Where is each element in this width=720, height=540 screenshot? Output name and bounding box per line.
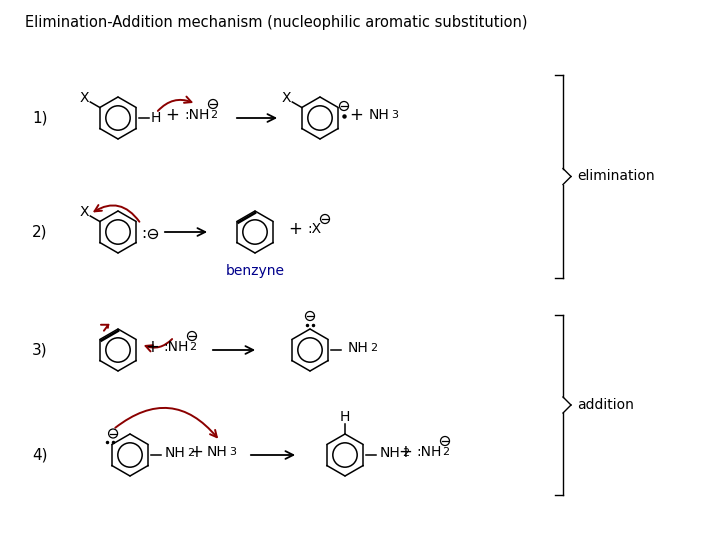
Text: 2: 2 <box>370 343 377 353</box>
Text: addition: addition <box>577 398 634 412</box>
Text: 1): 1) <box>32 111 48 125</box>
Text: 2: 2 <box>210 110 217 120</box>
Text: :NH: :NH <box>184 108 210 122</box>
Text: NH: NH <box>165 446 186 460</box>
Text: :NH: :NH <box>416 445 441 459</box>
Text: +: + <box>165 106 179 124</box>
Text: X: X <box>79 91 89 105</box>
Text: +: + <box>145 338 159 356</box>
Text: benzyne: benzyne <box>225 264 284 278</box>
Text: 2: 2 <box>442 447 449 457</box>
Text: +: + <box>349 106 363 124</box>
Text: NH: NH <box>380 446 401 460</box>
Text: NH: NH <box>369 108 390 122</box>
Text: X: X <box>79 206 89 219</box>
Text: +: + <box>398 443 412 461</box>
Text: 3: 3 <box>229 447 236 457</box>
Text: 2: 2 <box>402 448 409 458</box>
Text: +: + <box>288 220 302 238</box>
Text: Elimination-Addition mechanism (nucleophilic aromatic substitution): Elimination-Addition mechanism (nucleoph… <box>25 15 528 30</box>
Text: 2: 2 <box>189 342 196 352</box>
Text: NH: NH <box>207 445 228 459</box>
Text: 3: 3 <box>391 110 398 120</box>
Text: +: + <box>189 443 203 461</box>
Text: :: : <box>141 226 146 241</box>
Text: 3): 3) <box>32 342 48 357</box>
Text: 2: 2 <box>187 448 194 458</box>
Text: H: H <box>150 111 161 125</box>
Text: NH: NH <box>348 341 369 355</box>
Text: :NH: :NH <box>163 340 189 354</box>
Text: elimination: elimination <box>577 170 654 184</box>
Text: X: X <box>282 91 291 105</box>
Text: :X: :X <box>307 222 321 236</box>
Text: H: H <box>340 410 350 424</box>
Text: 4): 4) <box>32 448 48 462</box>
Text: 2): 2) <box>32 225 48 240</box>
